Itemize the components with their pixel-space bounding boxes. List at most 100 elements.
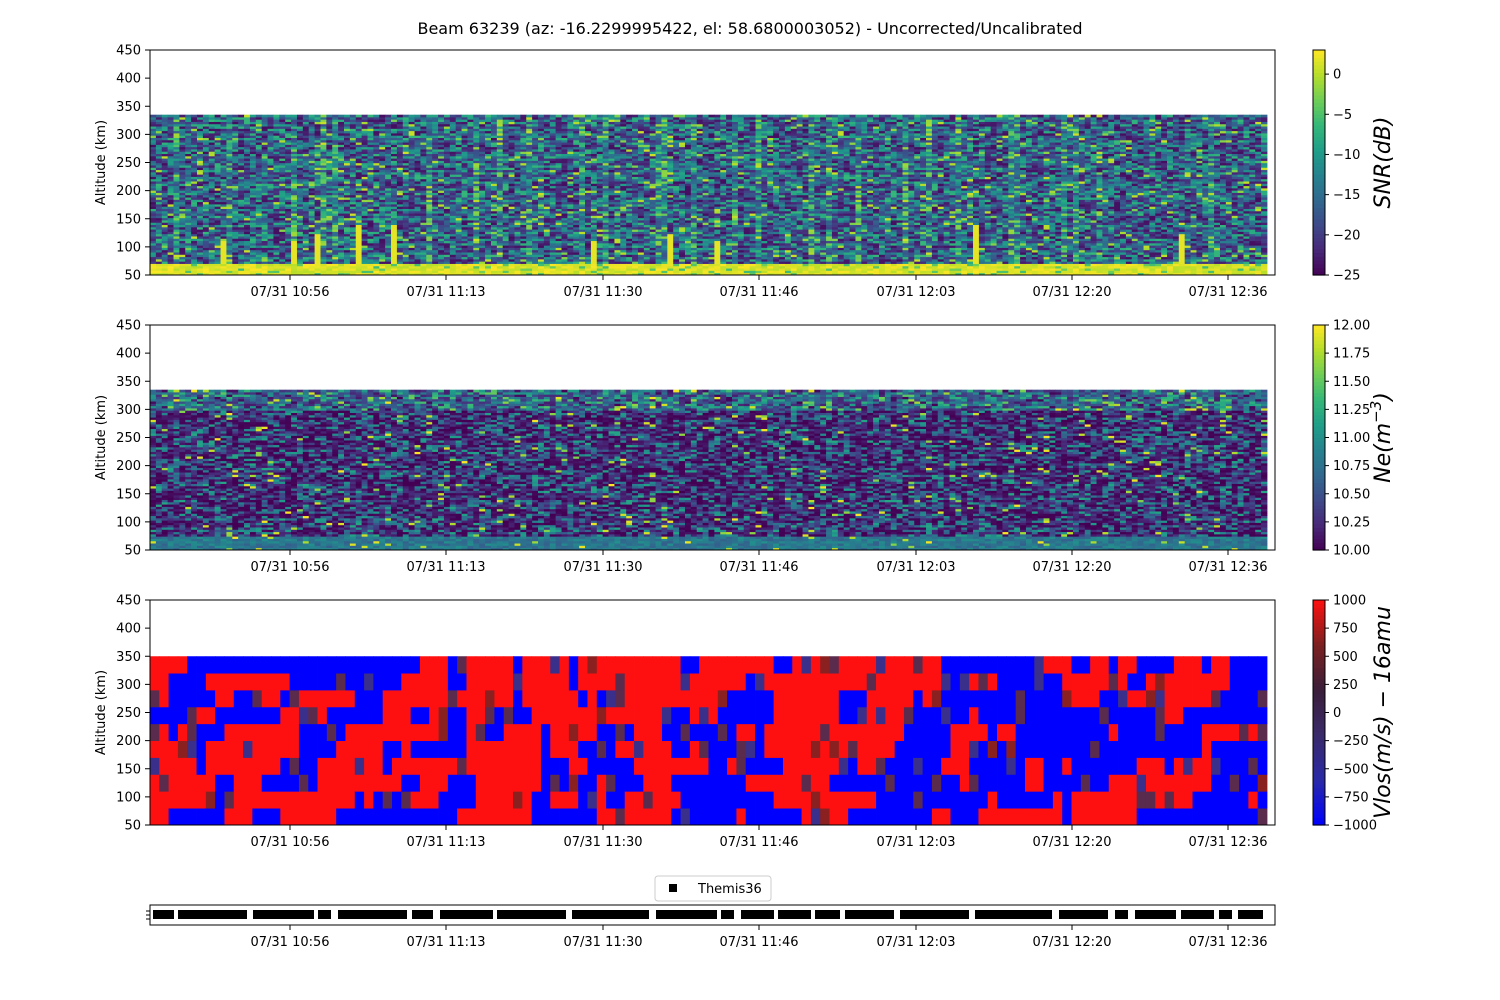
snr-panel-cell [503,149,509,152]
snr-panel-cell [303,128,309,131]
snr-panel-cell [444,126,450,129]
snr-panel-cell [232,142,238,145]
snr-panel-cell [256,270,262,273]
snr-panel-cell [262,117,268,120]
snr-panel-cell [326,270,332,273]
snr-panel-cell [544,215,550,218]
snr-panel-cell [497,170,503,173]
snr-panel-cell [556,236,562,239]
snr-panel-cell [162,193,168,196]
snr-panel-cell [232,140,238,143]
snr-panel-cell [226,236,232,239]
snr-panel-cell [415,218,421,221]
snr-panel-cell [520,266,526,269]
snr-panel-cell [350,195,356,198]
snr-panel-cell [550,126,556,129]
snr-panel-cell [538,211,544,214]
snr-panel-cell [303,241,309,244]
snr-panel-cell [409,225,415,228]
snr-panel-cell [491,138,497,141]
snr-panel-cell [238,156,244,159]
snr-panel-cell [444,190,450,193]
snr-panel-cell [162,142,168,145]
snr-panel-cell [309,268,315,271]
snr-panel-cell [514,266,520,269]
snr-panel-cell [203,234,209,237]
snr-panel-cell [356,215,362,218]
snr-panel-cell [415,248,421,251]
snr-panel-cell [179,195,185,198]
snr-panel-cell [232,170,238,173]
snr-panel-cell [562,172,568,175]
snr-panel-cell [309,193,315,196]
snr-panel-cell [503,131,509,134]
snr-panel-cell [514,177,520,180]
snr-panel-cell [326,133,332,136]
snr-panel-cell [256,163,262,166]
snr-panel-cell [356,250,362,253]
snr-panel-cell [550,165,556,168]
snr-panel-cell [520,131,526,134]
snr-panel-cell [473,126,479,129]
snr-panel-cell [291,190,297,193]
snr-panel-cell [362,160,368,163]
snr-panel-cell [332,227,338,230]
snr-panel-cell [415,250,421,253]
snr-panel-cell [203,261,209,264]
snr-panel-cell [303,163,309,166]
snr-panel-cell [538,261,544,264]
snr-panel-cell [279,204,285,207]
snr-panel-cell [485,259,491,262]
snr-panel-cell [479,218,485,221]
snr-panel-cell [179,115,185,118]
snr-panel-cell [268,144,274,147]
snr-panel-cell [174,213,180,216]
snr-panel-cell [368,149,374,152]
snr-panel-cell [391,131,397,134]
snr-panel-cell [450,213,456,216]
snr-panel-cell [485,126,491,129]
snr-panel-cell [432,133,438,136]
snr-panel-cell [526,238,532,241]
snr-panel-cell [538,163,544,166]
snr-panel-cell [473,218,479,221]
snr-panel-cell [479,115,485,118]
snr-panel-cell [544,119,550,122]
snr-panel-cell [456,186,462,189]
snr-panel-cell [409,124,415,127]
snr-panel-cell [250,165,256,168]
snr-panel-cell [556,188,562,191]
snr-panel-cell [226,190,232,193]
snr-panel-cell [203,165,209,168]
snr-panel-cell [526,190,532,193]
snr-panel-cell [168,124,174,127]
snr-panel-cell [356,179,362,182]
snr-panel-cell [438,202,444,205]
snr-panel-cell [332,128,338,131]
snr-panel-cell [391,163,397,166]
snr-panel-cell [562,133,568,136]
snr-panel-cell [379,193,385,196]
snr-panel-cell [362,229,368,232]
snr-panel-cell [409,206,415,209]
snr-panel-cell [438,124,444,127]
snr-panel-cell [156,144,162,147]
snr-panel-cell [232,160,238,163]
snr-panel-cell [362,117,368,120]
snr-panel-cell [203,264,209,267]
snr-panel-cell [191,133,197,136]
snr-panel-cell [162,181,168,184]
snr-panel-cell [179,222,185,225]
snr-panel-cell [226,197,232,200]
snr-panel-cell [426,252,432,255]
snr-panel-cell [338,206,344,209]
snr-panel-cell [544,158,550,161]
snr-panel-cell [256,149,262,152]
snr-panel-cell [397,243,403,246]
snr-panel-cell [315,209,321,212]
snr-panel-cell [191,204,197,207]
snr-panel-cell [344,190,350,193]
snr-panel-cell [320,124,326,127]
snr-panel-cell [197,170,203,173]
